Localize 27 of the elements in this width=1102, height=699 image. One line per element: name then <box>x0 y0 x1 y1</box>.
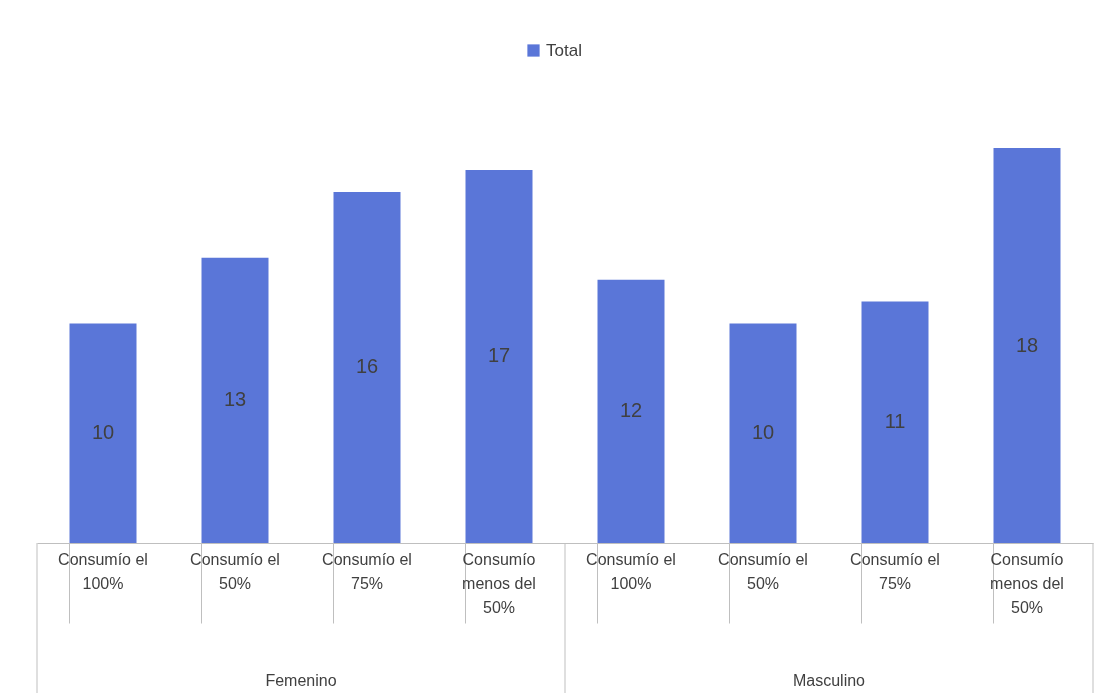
legend-label: Total <box>546 40 582 60</box>
bar <box>465 169 533 543</box>
x-tick-label: Consumío el 75% <box>850 550 940 592</box>
x-tick-label: Consumío el 50% <box>190 550 280 592</box>
x-tick-label: Consumío el 50% <box>718 550 808 592</box>
data-label: 11 <box>884 410 906 433</box>
x-tick-label: Consumío el 100% <box>586 550 676 592</box>
data-label: 18 <box>1015 333 1039 356</box>
data-label: 12 <box>619 399 643 422</box>
bar <box>201 257 269 543</box>
bar <box>333 191 401 543</box>
data-label: 10 <box>751 421 775 444</box>
data-label: 13 <box>223 388 247 411</box>
bar <box>597 279 665 543</box>
text: Femenino <box>265 672 337 689</box>
data-label: 10 <box>91 421 115 444</box>
bar <box>993 148 1061 543</box>
x-tick-label: Consumío menos del 50% <box>990 550 1064 616</box>
bar <box>861 301 929 543</box>
x-tick-label: Consumío menos del 50% <box>462 550 536 616</box>
x-tick-label: Consumío el 75% <box>322 550 412 592</box>
text: Masculino <box>792 672 866 689</box>
data-label: 17 <box>487 344 511 367</box>
bar <box>729 323 797 543</box>
bar <box>69 323 137 543</box>
data-label: 16 <box>355 355 379 378</box>
x-tick-label: Consumío el 100% <box>58 550 148 592</box>
